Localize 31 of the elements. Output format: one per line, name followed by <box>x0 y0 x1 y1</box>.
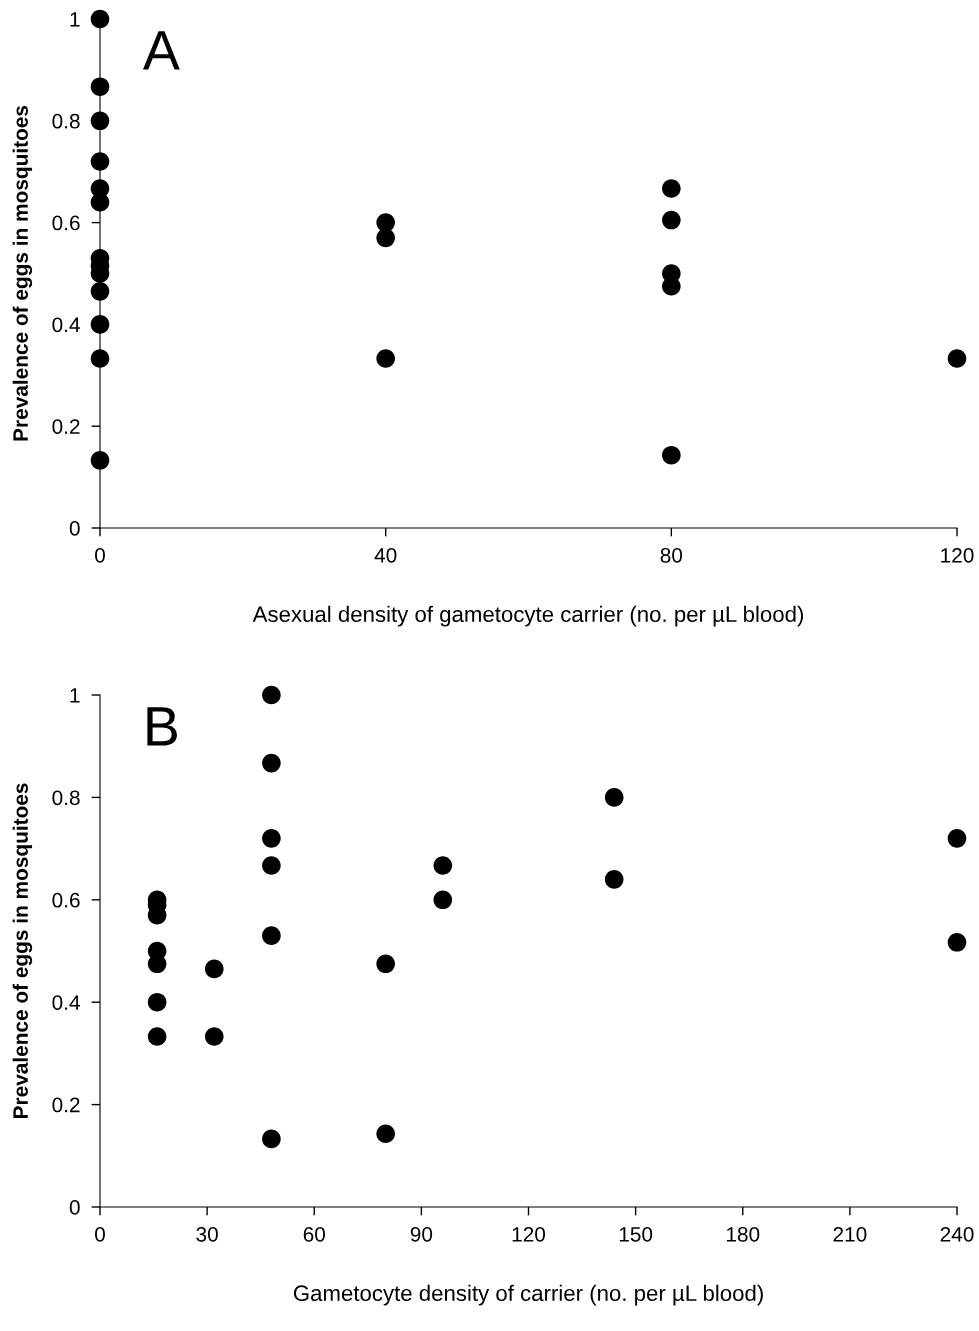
y-axis-title: Prevalence of eggs in mosquitoes <box>12 783 33 1119</box>
x-axis-title: Asexual density of gametocyte carrier (no. per µL blood) <box>252 605 804 627</box>
y-tick-label: 0.8 <box>52 790 80 806</box>
annotation: A <box>142 31 180 70</box>
x-tick-label: 120 <box>512 1226 546 1242</box>
annotation: B <box>147 707 177 746</box>
x-tick-label: 150 <box>619 1226 653 1242</box>
x-tick-label: 0 <box>95 1226 105 1242</box>
y-tick-label: 1 <box>70 12 80 27</box>
y-tick-label: 0.8 <box>52 113 80 129</box>
y-tick-label: 0.4 <box>52 317 80 333</box>
y-tick-label: 0.6 <box>52 892 80 908</box>
x-tick-label: 240 <box>940 1226 974 1242</box>
y-axis-title: Prevalence of eggs in mosquitoes <box>12 105 33 441</box>
y-tick-label: 0.4 <box>52 995 80 1010</box>
y-tick-label: 0.6 <box>52 215 80 231</box>
x-axis-title: Gametocyte density of carrier (no. per µL blood) <box>293 1284 763 1306</box>
x-tick-label: 60 <box>303 1226 326 1242</box>
x-tick-label: 180 <box>726 1226 760 1242</box>
y-tick-label: 1 <box>70 688 80 703</box>
x-tick-label: 80 <box>660 547 683 563</box>
x-tick-label: 0 <box>95 547 105 563</box>
y-tick-label: 0.2 <box>52 1097 80 1113</box>
y-tick-label: 0.2 <box>52 419 80 434</box>
x-tick-label: 120 <box>941 547 974 563</box>
x-tick-label: 40 <box>374 547 397 563</box>
y-tick-label: 0 <box>69 1200 80 1215</box>
x-tick-label: 210 <box>833 1226 867 1242</box>
x-tick-label: 30 <box>196 1226 218 1242</box>
x-tick-label: 90 <box>410 1226 433 1242</box>
y-tick-label: 0 <box>69 521 80 536</box>
